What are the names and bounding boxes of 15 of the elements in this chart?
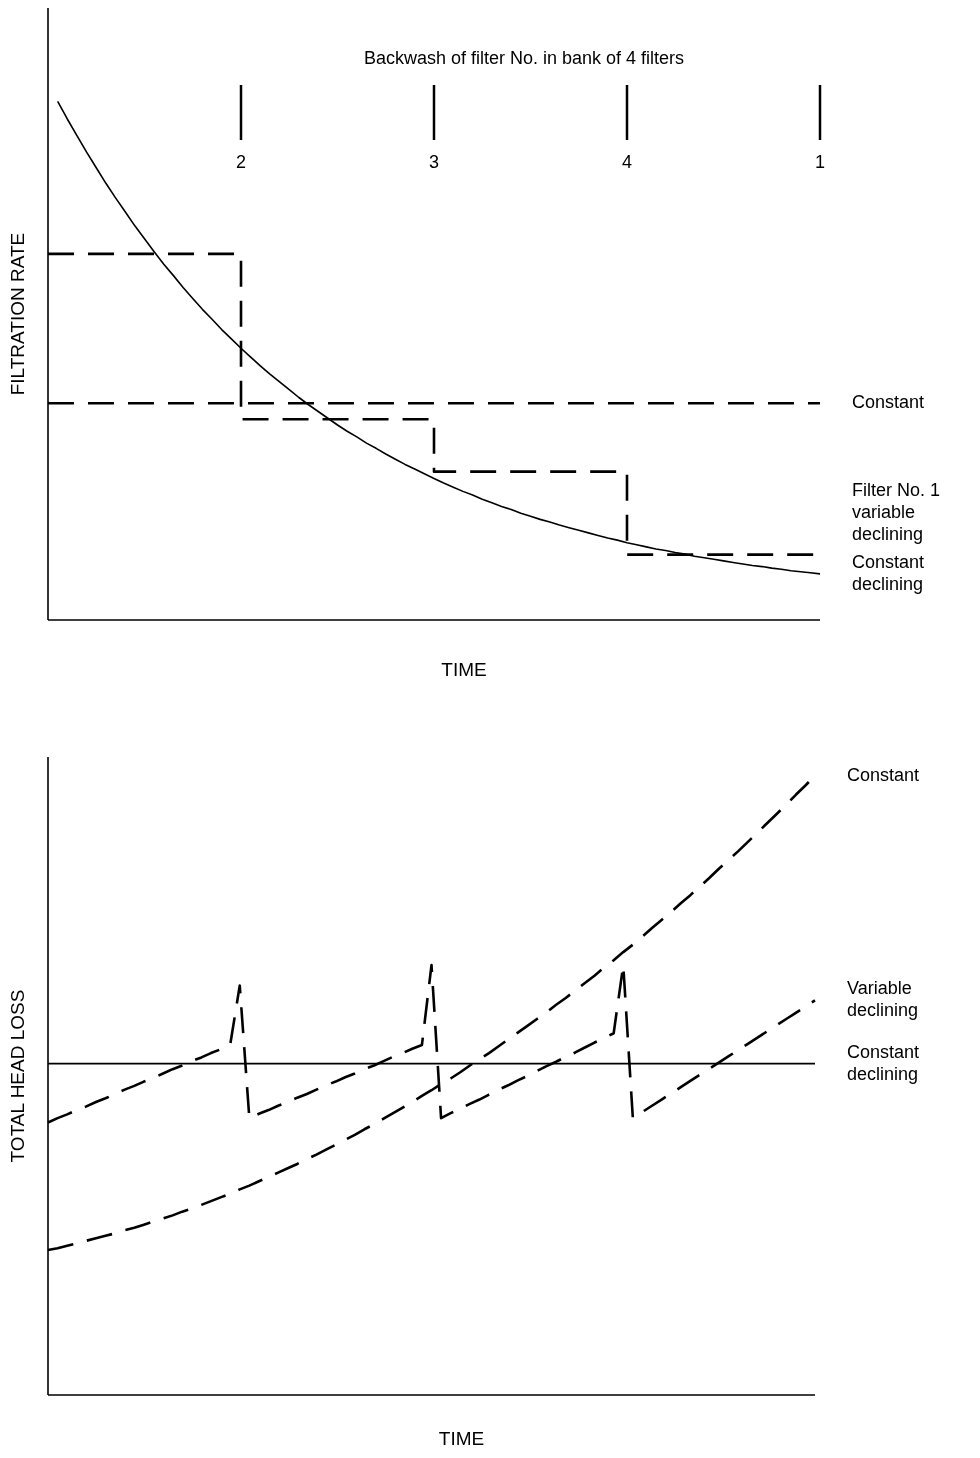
y-axis-title: TOTAL HEAD LOSS: [7, 989, 28, 1163]
series-label: Constant: [847, 764, 920, 785]
series-label: Constant declining: [847, 1041, 920, 1084]
x-axis-title: TIME: [438, 1428, 485, 1449]
x-axis-title: TIME: [441, 659, 487, 680]
y-axis-title: FILTRATION RATE: [7, 232, 28, 396]
x-tick-label: 4: [621, 152, 633, 172]
series-label: Variable declining: [847, 978, 919, 1021]
text: Backwash of filter No. in bank of 4 filters: [363, 48, 685, 68]
series-label: Filter No. 1 variable declining: [852, 479, 941, 544]
series-label: Constant: [852, 392, 925, 413]
x-tick-label: 1: [814, 152, 826, 172]
x-tick-label: 2: [235, 152, 247, 172]
series-label: Constant declining: [852, 551, 925, 594]
x-tick-label: 3: [428, 152, 440, 172]
